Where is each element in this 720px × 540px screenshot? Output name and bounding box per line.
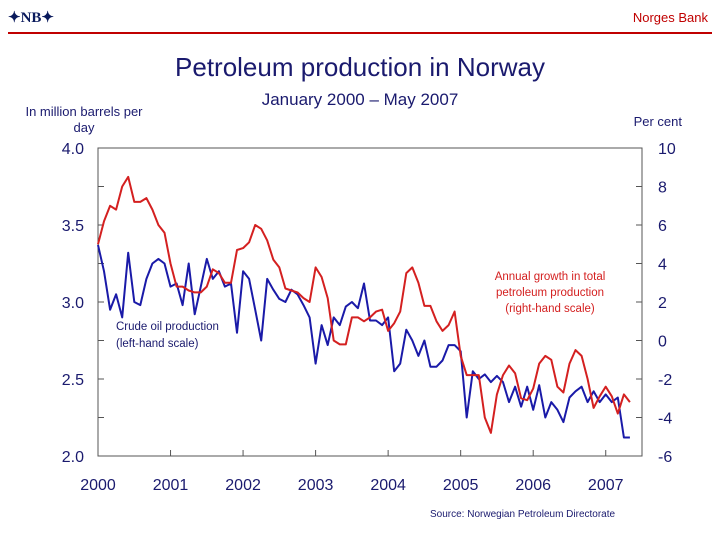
- right-tick-label: 2: [658, 295, 667, 312]
- right-tick-label: 6: [658, 218, 667, 235]
- petroleum-growth-label: petroleum production: [496, 287, 604, 299]
- x-tick-label: 2006: [515, 477, 551, 494]
- right-axis-unit: Per cent: [633, 114, 682, 129]
- left-tick-label: 2.5: [62, 372, 84, 389]
- left-tick-label: 3.5: [62, 218, 84, 235]
- header-rule: [8, 32, 712, 34]
- x-tick-label: 2001: [153, 477, 189, 494]
- norges-bank-logo: ✦NB✦: [8, 10, 54, 26]
- right-tick-label: -2: [658, 372, 672, 389]
- source-note: Source: Norwegian Petroleum Directorate: [430, 509, 616, 520]
- petroleum-growth-label: (right-hand scale): [505, 303, 595, 315]
- right-tick-label: 8: [658, 180, 667, 197]
- chart-subtitle: January 2000 – May 2007: [261, 90, 459, 109]
- x-tick-label: 2007: [588, 477, 624, 494]
- right-tick-label: -4: [658, 411, 672, 428]
- right-tick-label: 4: [658, 257, 667, 274]
- left-tick-label: 4.0: [62, 141, 84, 158]
- x-tick-label: 2005: [443, 477, 479, 494]
- right-tick-label: -6: [658, 449, 672, 466]
- right-tick-label: 0: [658, 334, 667, 351]
- x-tick-label: 2002: [225, 477, 261, 494]
- x-tick-label: 2000: [80, 477, 116, 494]
- crude-oil-line: [97, 244, 630, 439]
- chart-title: Petroleum production in Norway: [175, 52, 545, 82]
- petroleum-growth-label: Annual growth in total: [495, 271, 606, 283]
- crude-oil-label: Crude oil production: [116, 321, 219, 333]
- left-axis-unit: In million barrels per day: [25, 104, 143, 135]
- right-tick-label: 10: [658, 141, 676, 158]
- plot-frame: [97, 147, 643, 457]
- crude-oil-label: (left-hand scale): [116, 338, 199, 350]
- left-tick-label: 2.0: [62, 449, 84, 466]
- x-tick-label: 2004: [370, 477, 406, 494]
- bank-name: Norges Bank: [632, 10, 708, 25]
- petroleum-growth-line: [97, 175, 631, 434]
- left-tick-label: 3.0: [62, 295, 84, 312]
- x-tick-label: 2003: [298, 477, 334, 494]
